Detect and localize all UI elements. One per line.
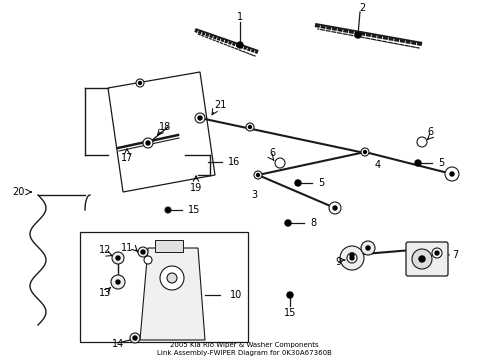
Circle shape xyxy=(363,150,366,153)
Circle shape xyxy=(431,248,441,258)
Bar xyxy=(155,240,183,252)
Circle shape xyxy=(434,251,438,255)
Circle shape xyxy=(444,167,458,181)
Circle shape xyxy=(142,138,153,148)
Circle shape xyxy=(286,292,292,298)
Circle shape xyxy=(136,79,143,87)
Circle shape xyxy=(332,206,336,210)
Circle shape xyxy=(411,249,431,269)
Circle shape xyxy=(365,246,369,250)
Circle shape xyxy=(160,266,183,290)
Text: 4: 4 xyxy=(374,160,380,170)
Text: 14: 14 xyxy=(112,339,124,349)
Text: 18: 18 xyxy=(159,122,171,132)
Circle shape xyxy=(274,158,285,168)
Circle shape xyxy=(143,256,152,264)
Circle shape xyxy=(138,81,141,85)
Text: 13: 13 xyxy=(99,288,111,298)
Circle shape xyxy=(253,171,262,179)
Circle shape xyxy=(285,220,290,226)
Text: 1: 1 xyxy=(237,12,243,22)
Circle shape xyxy=(198,116,202,120)
FancyBboxPatch shape xyxy=(405,242,447,276)
Text: 2: 2 xyxy=(358,3,365,13)
Text: 15: 15 xyxy=(283,308,296,318)
Bar xyxy=(80,232,247,342)
Circle shape xyxy=(449,172,453,176)
Circle shape xyxy=(354,32,360,38)
Text: 5: 5 xyxy=(317,178,324,188)
Circle shape xyxy=(256,174,259,176)
Text: 2005 Kia Rio Wiper & Washer Components
Link Assembly-FWIPER Diagram for 0K30A673: 2005 Kia Rio Wiper & Washer Components L… xyxy=(156,342,331,356)
Circle shape xyxy=(195,113,204,123)
Text: 11: 11 xyxy=(121,243,133,253)
Circle shape xyxy=(346,250,356,260)
Circle shape xyxy=(248,126,251,129)
Text: 9: 9 xyxy=(334,257,340,267)
Text: 7: 7 xyxy=(451,250,457,260)
Polygon shape xyxy=(140,248,204,340)
Circle shape xyxy=(360,148,368,156)
Text: 12: 12 xyxy=(99,245,111,255)
Circle shape xyxy=(112,252,124,264)
Circle shape xyxy=(133,336,137,340)
Circle shape xyxy=(414,160,420,166)
Circle shape xyxy=(349,253,353,257)
Text: 6: 6 xyxy=(268,148,274,158)
Text: 5: 5 xyxy=(437,158,443,168)
Circle shape xyxy=(111,275,125,289)
Circle shape xyxy=(328,202,340,214)
Circle shape xyxy=(360,241,374,255)
Circle shape xyxy=(349,256,353,260)
Circle shape xyxy=(339,246,363,270)
Circle shape xyxy=(245,123,253,131)
Circle shape xyxy=(346,253,356,263)
Circle shape xyxy=(138,247,148,257)
Text: 20: 20 xyxy=(12,187,24,197)
Circle shape xyxy=(418,256,424,262)
Circle shape xyxy=(141,250,145,254)
Text: 15: 15 xyxy=(187,205,200,215)
Circle shape xyxy=(294,180,301,186)
Text: 17: 17 xyxy=(121,153,133,163)
Circle shape xyxy=(164,207,171,213)
Circle shape xyxy=(237,42,243,48)
Text: 8: 8 xyxy=(309,218,315,228)
Text: 21: 21 xyxy=(213,100,226,110)
Circle shape xyxy=(167,273,177,283)
Text: 3: 3 xyxy=(250,190,257,200)
Circle shape xyxy=(130,333,140,343)
Circle shape xyxy=(116,280,120,284)
Circle shape xyxy=(416,137,426,147)
Text: 19: 19 xyxy=(189,183,202,193)
Circle shape xyxy=(146,141,150,145)
Text: 16: 16 xyxy=(227,157,240,167)
Text: 6: 6 xyxy=(426,127,432,137)
Text: 10: 10 xyxy=(229,290,242,300)
Circle shape xyxy=(116,256,120,260)
